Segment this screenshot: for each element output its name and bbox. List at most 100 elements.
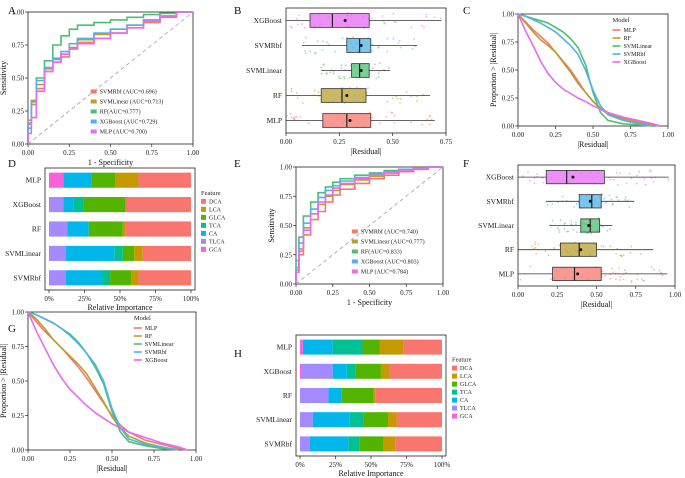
x-tick-label-E: 0.75 xyxy=(400,289,413,297)
x-tick-label-C: 0.50 xyxy=(587,131,600,139)
jitter-point-xgboost-F xyxy=(649,169,651,172)
legend-key-E xyxy=(351,229,358,234)
mean-dot-mlp-B xyxy=(348,119,352,122)
jitter-point-svmlinear-F xyxy=(609,227,611,230)
jitter-point-xgboost-B xyxy=(303,26,306,29)
jitter-point-svmlinear-B xyxy=(339,77,342,80)
jitter-point-mlp-B xyxy=(286,114,288,117)
jitter-point-rf-B xyxy=(386,100,389,103)
bar-segment-svmrbf-ca-D xyxy=(66,270,102,286)
jitter-point-xgboost-B xyxy=(301,23,303,26)
bar-segment-xgboost-tlca-H xyxy=(301,363,333,379)
jitter-point-xgboost-F xyxy=(541,177,544,179)
jitter-point-xgboost-F xyxy=(667,178,670,181)
legend-key-D xyxy=(201,214,206,220)
jitter-point-xgboost-F xyxy=(636,174,638,177)
jitter-point-svmlinear-F xyxy=(556,227,559,229)
jitter-point-svmlinear-B xyxy=(388,66,390,69)
jitter-point-rf-F xyxy=(609,245,612,248)
bar-segment-xgboost-lca-H xyxy=(380,363,390,379)
x-tick-label-B: 0.25 xyxy=(333,138,346,146)
x-tick-label-C: 0.25 xyxy=(549,131,562,139)
bar-segment-svmlinear-tlca-D xyxy=(49,245,67,261)
bar-segment-svmrbf-tlca-H xyxy=(300,436,310,452)
bar-segment-mlp-glca-D xyxy=(91,172,116,188)
bar-segment-svmlinear-dca-H xyxy=(396,412,442,428)
jitter-point-rf-F xyxy=(547,254,550,257)
jitter-point-svmlinear-B xyxy=(332,72,335,75)
y-tick-label-E: 0.25 xyxy=(280,251,293,259)
x-tick-label-H: 25% xyxy=(329,461,342,469)
jitter-point-rf-F xyxy=(630,245,633,248)
y-tick-label-A: 0.00 xyxy=(12,141,25,149)
bar-segment-mlp-dca-H xyxy=(403,339,442,355)
legend-key-H xyxy=(452,381,457,387)
y-tick-label-A: 0.75 xyxy=(12,42,25,50)
x-axis-title-C: |Residual| xyxy=(577,140,608,149)
jitter-point-svmlinear-B xyxy=(340,67,343,70)
category-label-svmlinear-H: SVMLinear xyxy=(256,415,292,424)
jitter-point-rf-B xyxy=(301,102,304,104)
x-tick-label-G: 1.00 xyxy=(190,455,203,463)
jitter-point-xgboost-B xyxy=(383,22,386,25)
jitter-point-mlp-B xyxy=(371,116,374,119)
x-tick-label-A: 1.00 xyxy=(187,149,200,157)
jitter-point-xgboost-F xyxy=(536,173,538,175)
legend-key-A xyxy=(90,119,97,124)
jitter-point-svmlinear-B xyxy=(343,76,345,78)
legend-key-H xyxy=(452,373,457,379)
bar-segment-svmrbf-tca-D xyxy=(101,270,111,286)
jitter-point-svmlinear-F xyxy=(558,231,561,233)
bar-segment-xgboost-ca-H xyxy=(332,363,347,379)
bar-segment-svmrbf-lca-D xyxy=(131,270,139,286)
x-tick-label-G: 0.50 xyxy=(106,455,119,463)
jitter-point-rf-F xyxy=(537,243,540,246)
bar-segment-rf-ca-H xyxy=(328,387,342,404)
jitter-point-xgboost-F xyxy=(527,171,529,174)
legend-label-G: SVMLinear xyxy=(145,342,174,348)
jitter-point-svmrbf-F xyxy=(561,195,564,198)
category-label-mlp-F: MLP xyxy=(499,269,514,278)
jitter-point-xgboost-B xyxy=(381,15,384,17)
jitter-point-svmrbf-F xyxy=(610,198,613,201)
legend-key-A xyxy=(90,89,97,94)
jitter-point-xgboost-F xyxy=(613,178,616,181)
jitter-point-svmrbf-B xyxy=(411,48,414,50)
x-tick-label-G: 0.25 xyxy=(64,455,77,463)
jitter-point-mlp-F xyxy=(652,268,655,271)
jitter-point-xgboost-F xyxy=(521,175,524,177)
x-tick-label-D: 75% xyxy=(149,295,162,303)
jitter-point-xgboost-B xyxy=(296,23,299,26)
jitter-point-xgboost-F xyxy=(650,177,653,179)
jitter-point-svmrbf-B xyxy=(386,37,389,40)
jitter-point-xgboost-F xyxy=(616,184,619,186)
bar-segment-xgboost-tlca-D xyxy=(49,197,64,213)
y-tick-label-C: 0.50 xyxy=(502,67,515,75)
jitter-point-xgboost-F xyxy=(635,182,638,185)
jitter-point-rf-B xyxy=(395,95,397,98)
category-label-xgboost-D: XGBoost xyxy=(13,200,42,209)
jitter-point-mlp-F xyxy=(661,274,664,276)
jitter-point-mlp-F xyxy=(529,265,532,268)
jitter-point-svmrbf-B xyxy=(327,43,330,46)
category-label-mlp-D: MLP xyxy=(26,176,41,185)
legend-key-A xyxy=(90,99,97,104)
jitter-point-xgboost-F xyxy=(649,170,652,173)
x-tick-label-A: 0.25 xyxy=(63,149,76,157)
legend-label-G: SVMRbf xyxy=(145,349,167,356)
bar-segment-svmrbf-tca-H xyxy=(348,436,360,452)
jitter-point-svmlinear-F xyxy=(563,223,566,226)
box-svmrbf-B xyxy=(346,38,372,53)
legend-label-C: RF xyxy=(624,36,632,42)
panel-label-E: E xyxy=(234,158,241,170)
category-label-svmrbf-B: SVMRbf xyxy=(254,41,282,50)
jitter-point-svmrbf-F xyxy=(611,203,614,206)
legend-key-D xyxy=(201,230,206,236)
jitter-point-rf-B xyxy=(400,97,402,100)
jitter-point-svmrbf-B xyxy=(377,46,380,48)
legend-key-E xyxy=(351,239,358,244)
jitter-point-rf-B xyxy=(399,101,401,104)
jitter-point-mlp-F xyxy=(622,278,625,281)
x-tick-label-D: 100% xyxy=(183,295,200,303)
jitter-point-svmlinear-B xyxy=(321,72,323,75)
